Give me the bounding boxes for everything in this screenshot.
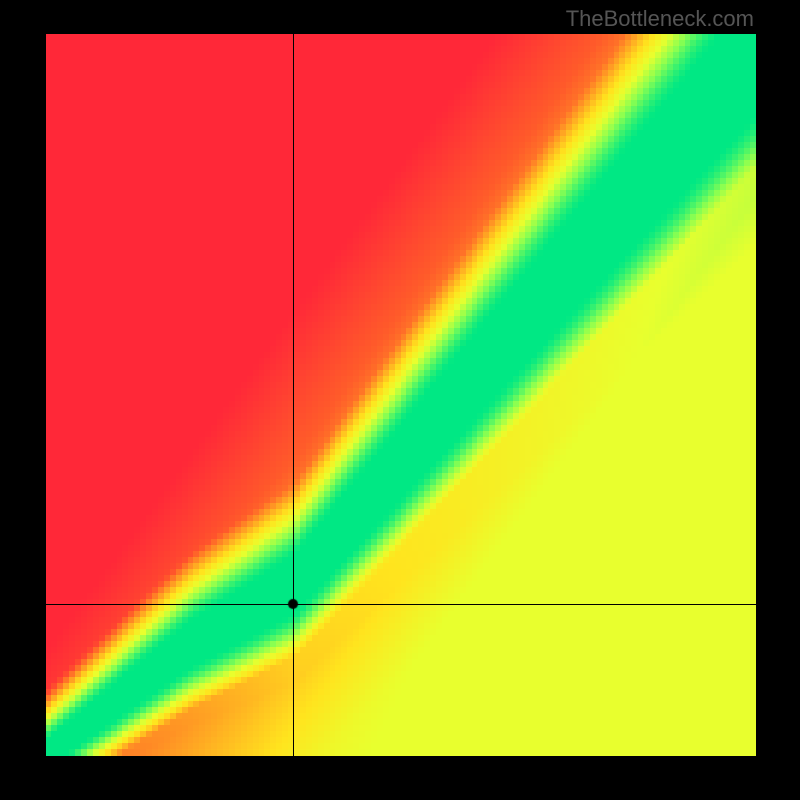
crosshair-vertical: [293, 34, 294, 756]
crosshair-horizontal: [46, 604, 756, 605]
bottleneck-heatmap: [46, 34, 756, 756]
watermark-text: TheBottleneck.com: [566, 6, 754, 32]
crosshair-marker: [287, 598, 299, 610]
